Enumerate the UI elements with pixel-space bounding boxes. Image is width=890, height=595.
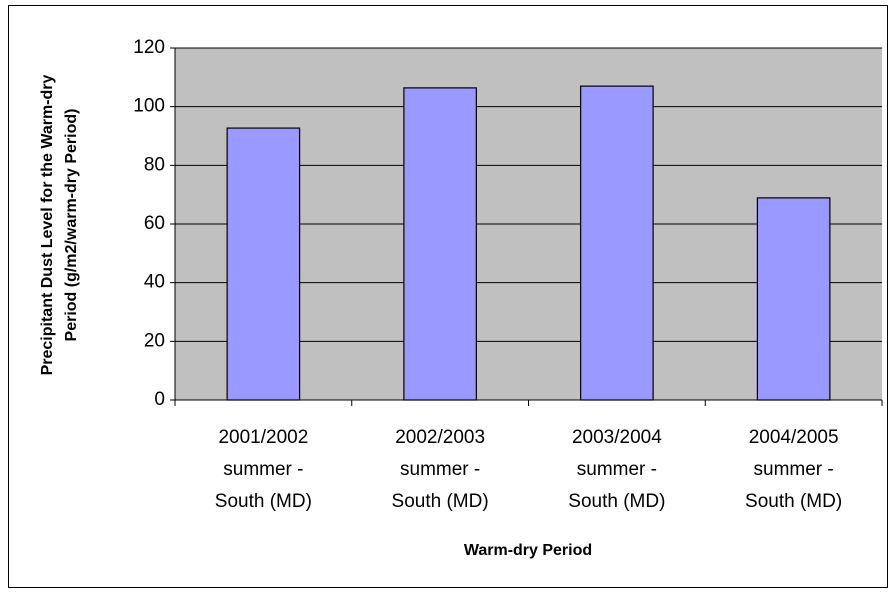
y-tick-label: 0 bbox=[154, 389, 165, 410]
x-tick-label: 2004/2005 bbox=[749, 427, 839, 448]
x-tick-label: summer - bbox=[577, 459, 657, 480]
x-tick-label: summer - bbox=[754, 459, 834, 480]
bar bbox=[756, 197, 831, 401]
x-tick-label: South (MD) bbox=[215, 491, 312, 512]
x-tick-label: South (MD) bbox=[392, 491, 489, 512]
bar bbox=[580, 85, 654, 401]
x-tick-label: summer - bbox=[223, 459, 303, 480]
y-tick-label: 40 bbox=[144, 272, 165, 293]
y-tick-label: 100 bbox=[133, 96, 165, 117]
x-tick-label: South (MD) bbox=[568, 491, 665, 512]
y-tick-label: 80 bbox=[144, 154, 165, 175]
x-tick-label: 2002/2003 bbox=[395, 427, 485, 448]
x-axis-label: Warm-dry Period bbox=[464, 542, 592, 559]
y-tick-label: 20 bbox=[144, 330, 165, 351]
x-tick-label: 2001/2002 bbox=[218, 427, 308, 448]
y-axis-label: Period (g/m2/warm-dry Period) bbox=[63, 109, 80, 342]
bar bbox=[226, 127, 301, 401]
y-axis-label: Precipitant Dust Level for the Warm-dry bbox=[39, 75, 56, 376]
bar bbox=[403, 87, 477, 401]
x-tick-label: South (MD) bbox=[745, 491, 842, 512]
x-tick-label: summer - bbox=[400, 459, 480, 480]
x-tick-label: 2003/2004 bbox=[572, 427, 662, 448]
y-tick-label: 60 bbox=[144, 213, 165, 234]
y-tick-label: 120 bbox=[133, 37, 165, 58]
